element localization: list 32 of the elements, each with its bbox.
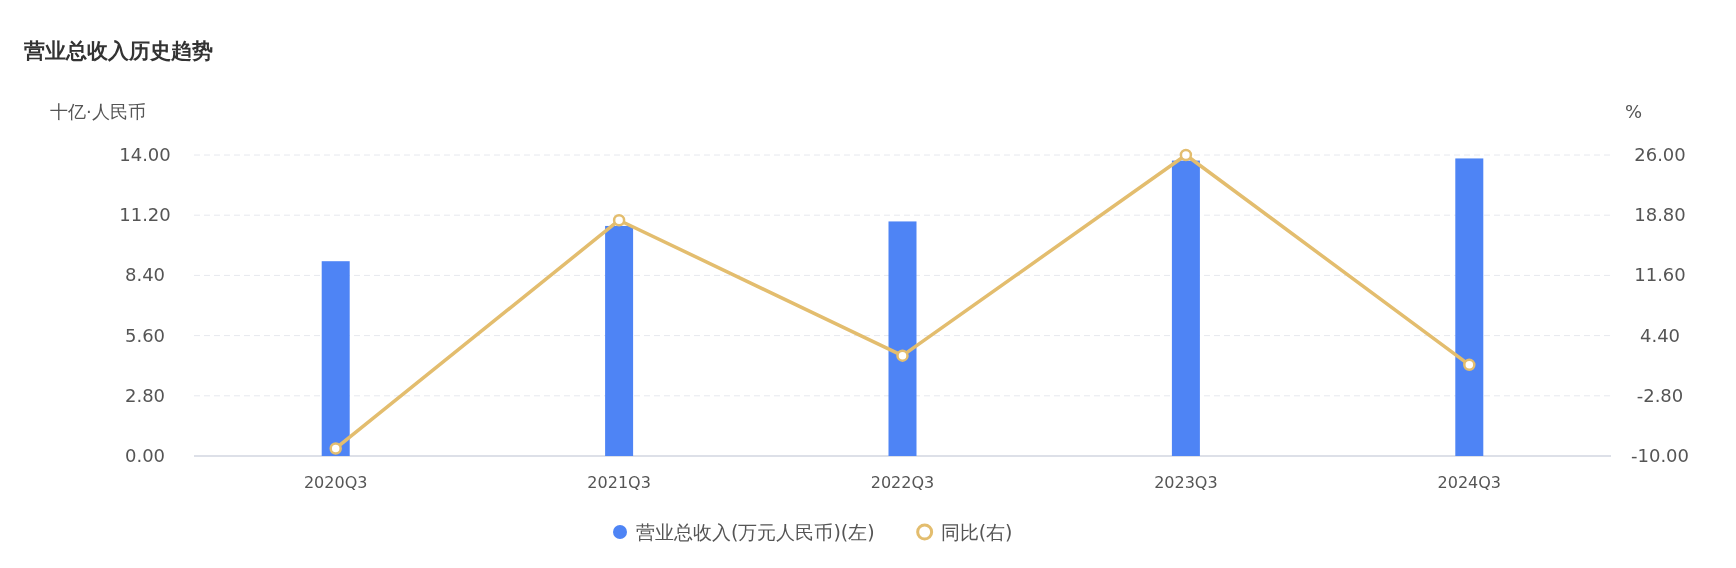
point [612, 213, 626, 227]
point [1463, 358, 1476, 372]
y-tick-label: 11.20 [119, 204, 171, 226]
bar [1455, 158, 1484, 456]
y2-tick-label: 4.40 [1639, 324, 1681, 346]
y-tick-label: 5.60 [124, 324, 166, 346]
y2-tick-label: -2.80 [1636, 384, 1684, 406]
y2-tick-label: 18.80 [1634, 204, 1686, 226]
bar [605, 225, 634, 456]
y2-tick-label: 26.00 [1634, 144, 1686, 165]
x-tick-label: 2024Q3 [1437, 473, 1502, 492]
point [329, 442, 342, 455]
y-tick-label: 2.80 [124, 384, 166, 406]
point [1179, 148, 1193, 162]
legend-label: 同比(右) [940, 521, 1013, 543]
y-axis-title: 十亿·人民币 [50, 101, 146, 122]
y2-axis-title: % [1625, 101, 1643, 122]
bar [1171, 160, 1200, 456]
chart-title: 营业总收入历史趋势 [23, 39, 213, 63]
x-tick-label: 2022Q3 [870, 473, 935, 492]
x-tick-label: 2023Q3 [1154, 473, 1218, 492]
y-tick-label: 0.00 [124, 445, 166, 466]
y2-tick-label: -10.00 [1630, 445, 1690, 466]
legend-label: 营业总收入(万元人民币)(左) [636, 521, 875, 543]
y-tick-label: 14.00 [119, 144, 171, 165]
point [896, 349, 909, 362]
x-tick-label: 2021Q3 [587, 473, 651, 492]
bar [888, 221, 917, 456]
bar [321, 261, 350, 456]
y-tick-label: 8.40 [124, 264, 166, 286]
x-tick-label: 2020Q3 [303, 473, 368, 492]
y2-tick-label: 11.60 [1634, 264, 1686, 286]
